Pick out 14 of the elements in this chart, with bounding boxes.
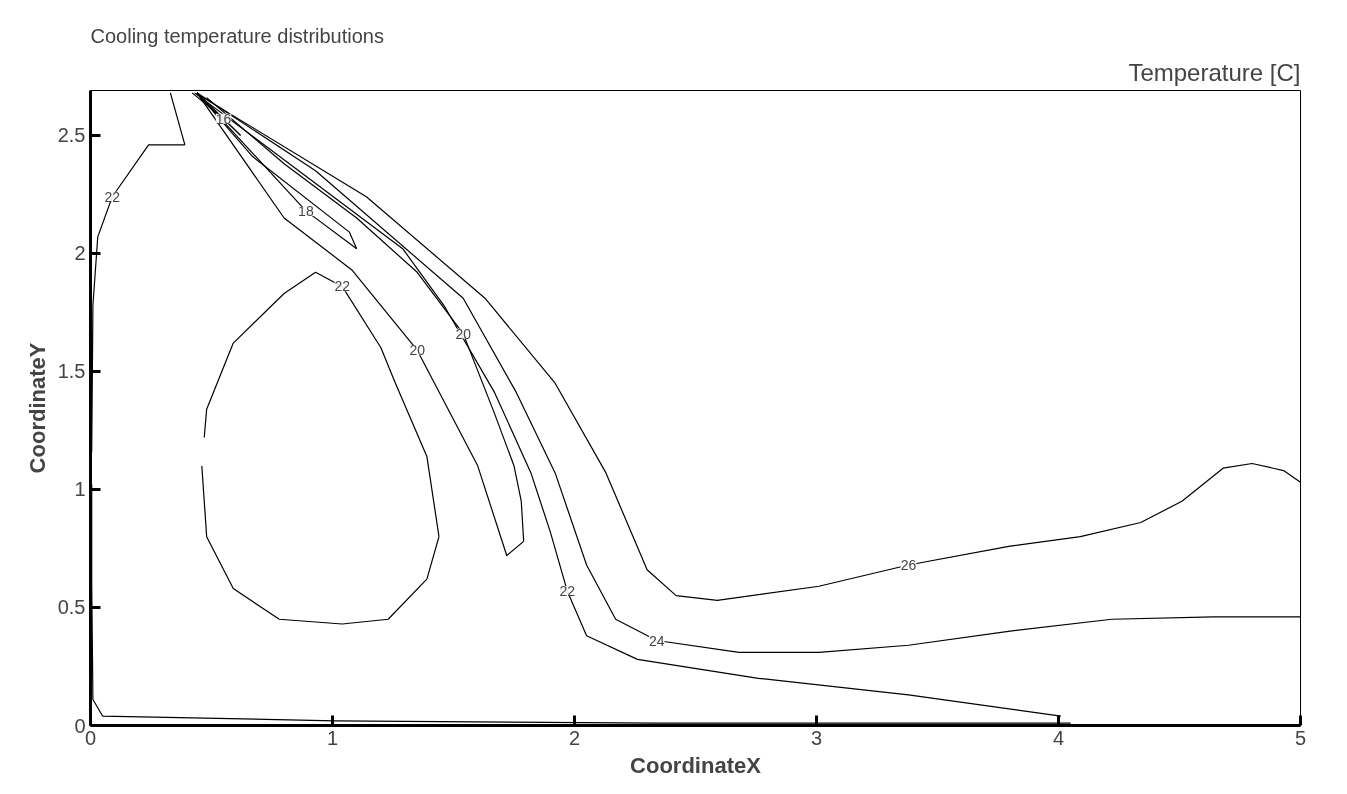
y-tick-label: 0.5 bbox=[57, 596, 86, 619]
x-tick-label: 2 bbox=[568, 726, 581, 749]
y-tick-label: 2.5 bbox=[57, 124, 86, 147]
x-tick-label: 3 bbox=[810, 726, 823, 749]
x-tick-label: 5 bbox=[1294, 726, 1307, 749]
y-tick-label: 1 bbox=[74, 478, 86, 501]
x-axis-title: CoordinateX bbox=[630, 752, 762, 778]
y-tick-label: 1.5 bbox=[57, 360, 86, 383]
x-tick-label: 4 bbox=[1052, 726, 1065, 749]
x-tick-label: 1 bbox=[326, 726, 339, 749]
y-tick-label: 2 bbox=[74, 242, 86, 265]
chart-title: Cooling temperature distributions bbox=[90, 24, 384, 47]
y-axis-title: CoordinateY bbox=[24, 342, 50, 474]
text: Temperature [C] bbox=[1128, 58, 1301, 86]
